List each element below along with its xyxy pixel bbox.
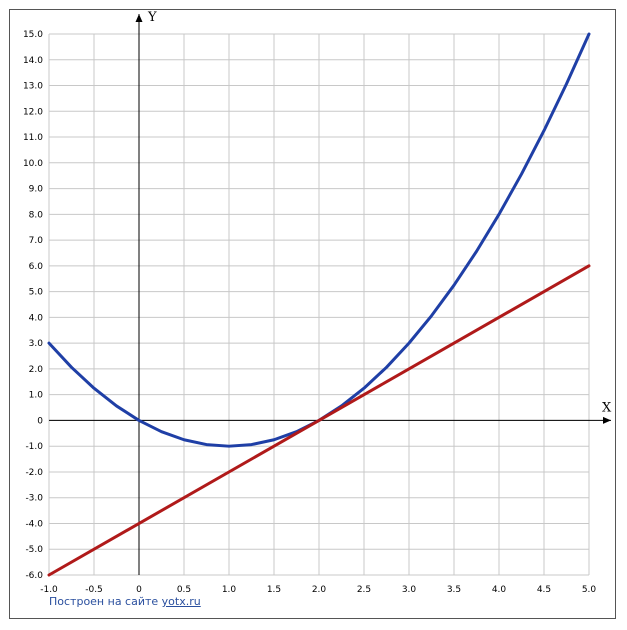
x-tick-label: 2.5 [357, 585, 371, 595]
axes [49, 14, 611, 575]
y-tick-label: 7.0 [29, 236, 44, 246]
series-lines [47, 32, 591, 577]
y-tick-label: 8.0 [29, 210, 44, 220]
y-tick-label: 2.0 [29, 365, 44, 375]
x-axis-label: X [602, 400, 612, 415]
x-tick-label: 2.0 [312, 585, 327, 595]
y-tick-label: -2.0 [25, 468, 43, 478]
x-tick-label: 5.0 [582, 585, 597, 595]
y-tick-label: 0 [37, 416, 43, 426]
y-tick-label: 13.0 [23, 82, 43, 92]
x-tick-label: 0 [136, 585, 142, 595]
y-tick-label: 12.0 [23, 107, 43, 117]
grid-lines [48, 33, 590, 576]
x-tick-label: 0.5 [177, 585, 191, 595]
y-tick-label: -3.0 [25, 494, 43, 504]
y-tick-label: 6.0 [29, 262, 44, 272]
credit-text: Построен на сайте [49, 595, 162, 608]
y-tick-label: 1.0 [29, 391, 44, 401]
y-tick-label: 9.0 [29, 185, 44, 195]
x-tick-label: -0.5 [85, 585, 103, 595]
y-tick-label: 11.0 [23, 133, 43, 143]
credit-footer: Построен на сайте yotx.ru [49, 595, 201, 608]
y-tick-label: -5.0 [25, 545, 43, 555]
x-tick-label: 3.5 [447, 585, 461, 595]
x-tick-label: -1.0 [40, 585, 58, 595]
y-tick-label: 15.0 [23, 30, 43, 40]
y-axis-label: Y [147, 10, 157, 25]
x-tick-label: 3.0 [402, 585, 417, 595]
y-tick-label: -4.0 [25, 519, 43, 529]
series-line-1 [47, 264, 591, 577]
x-tick-label: 4.0 [492, 585, 507, 595]
y-tick-label: 4.0 [29, 313, 44, 323]
x-axis-arrow [603, 416, 611, 424]
x-tick-label: 1.5 [267, 585, 281, 595]
y-tick-label: -6.0 [25, 571, 43, 581]
x-tick-label: 1.0 [222, 585, 237, 595]
credit-link[interactable]: yotx.ru [161, 595, 201, 608]
x-tick-label: 4.5 [537, 585, 551, 595]
y-tick-label: 3.0 [29, 339, 44, 349]
y-tick-label: 5.0 [29, 288, 44, 298]
y-tick-label: 10.0 [23, 159, 43, 169]
y-tick-label: -1.0 [25, 442, 43, 452]
chart-frame [9, 9, 616, 619]
y-tick-label: 14.0 [23, 56, 43, 66]
tick-labels: -1.0 -0.5 0 0.5 1.0 1.5 2.0 2.5 3.0 3.5 4.0 4.5 5.0 1… [23, 30, 596, 595]
y-axis-arrow [135, 14, 143, 22]
